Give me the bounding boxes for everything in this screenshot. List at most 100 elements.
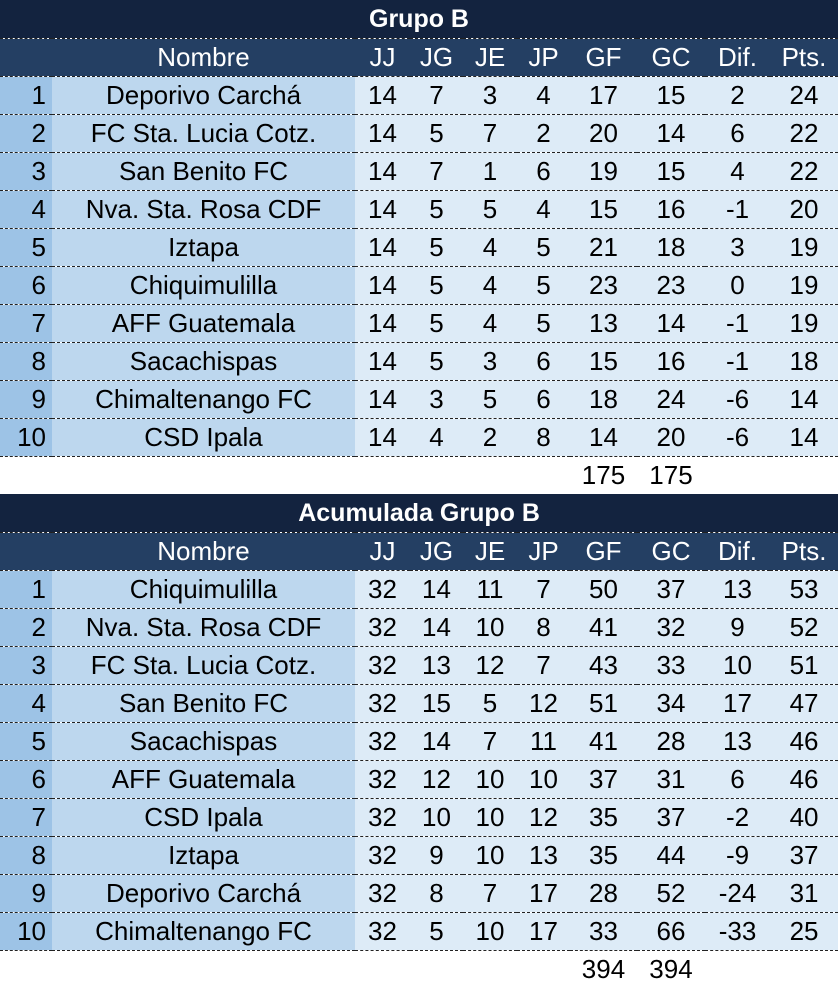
- stat-cell: 4: [463, 267, 517, 305]
- stat-cell: 14: [355, 419, 410, 457]
- stat-cell: 32: [355, 761, 410, 799]
- team-name-cell: AFF Guatemala: [52, 761, 355, 799]
- rank-cell: 5: [0, 723, 52, 761]
- stat-cell: 35: [570, 837, 637, 875]
- column-header: JE: [463, 533, 517, 571]
- stat-cell: 3: [463, 343, 517, 381]
- stat-cell: -6: [705, 381, 770, 419]
- stat-cell: 5: [410, 191, 463, 229]
- stat-cell: 5: [463, 191, 517, 229]
- stat-cell: 32: [637, 609, 705, 647]
- stat-cell: 12: [517, 799, 570, 837]
- stat-cell: 33: [570, 913, 637, 951]
- rank-cell: 8: [0, 343, 52, 381]
- team-name-cell: San Benito FC: [52, 153, 355, 191]
- team-name-cell: Chiquimulilla: [52, 267, 355, 305]
- stat-cell: 17: [517, 913, 570, 951]
- stat-cell: 6: [705, 761, 770, 799]
- stat-cell: 24: [770, 77, 838, 115]
- stat-cell: 8: [410, 875, 463, 913]
- stat-cell: 14: [355, 191, 410, 229]
- stat-cell: 3: [705, 229, 770, 267]
- stat-cell: 9: [410, 837, 463, 875]
- column-header: Nombre: [52, 533, 355, 571]
- stat-cell: 2: [463, 419, 517, 457]
- stat-cell: 13: [705, 723, 770, 761]
- rank-cell: 3: [0, 153, 52, 191]
- stat-cell: 15: [410, 685, 463, 723]
- column-header: JJ: [355, 39, 410, 77]
- team-name-cell: Nva. Sta. Rosa CDF: [52, 609, 355, 647]
- stat-cell: 10: [463, 609, 517, 647]
- rank-cell: 2: [0, 609, 52, 647]
- stat-cell: 11: [517, 723, 570, 761]
- stat-cell: 50: [570, 571, 637, 609]
- stat-cell: 13: [410, 647, 463, 685]
- stat-cell: 3: [463, 77, 517, 115]
- stat-cell: 6: [517, 343, 570, 381]
- stat-cell: -33: [705, 913, 770, 951]
- stat-cell: 22: [770, 115, 838, 153]
- stat-cell: 2: [517, 115, 570, 153]
- stat-cell: 5: [517, 267, 570, 305]
- stat-cell: 2: [705, 77, 770, 115]
- stat-cell: 14: [770, 381, 838, 419]
- stat-cell: 22: [770, 153, 838, 191]
- stat-cell: 10: [410, 799, 463, 837]
- stat-cell: 32: [355, 875, 410, 913]
- stat-cell: 18: [637, 229, 705, 267]
- table-title-row: Acumulada Grupo B: [0, 494, 838, 533]
- team-name-cell: Chiquimulilla: [52, 571, 355, 609]
- stat-cell: 51: [570, 685, 637, 723]
- stat-cell: 37: [770, 837, 838, 875]
- stat-cell: 14: [410, 609, 463, 647]
- stat-cell: 18: [570, 381, 637, 419]
- rank-cell: 6: [0, 267, 52, 305]
- team-name-cell: FC Sta. Lucia Cotz.: [52, 647, 355, 685]
- stat-cell: 32: [355, 647, 410, 685]
- stat-cell: 37: [637, 799, 705, 837]
- column-header: Dif.: [705, 533, 770, 571]
- stat-cell: 20: [637, 419, 705, 457]
- column-header: JG: [410, 533, 463, 571]
- rank-cell: 9: [0, 875, 52, 913]
- stat-cell: 14: [770, 419, 838, 457]
- table-title: Acumulada Grupo B: [0, 494, 838, 533]
- total-gc: 394: [637, 951, 705, 988]
- stat-cell: 14: [355, 115, 410, 153]
- rank-cell: 7: [0, 799, 52, 837]
- stat-cell: -9: [705, 837, 770, 875]
- stat-cell: 52: [637, 875, 705, 913]
- stat-cell: 6: [517, 153, 570, 191]
- team-name-cell: Sacachispas: [52, 723, 355, 761]
- stat-cell: 9: [705, 609, 770, 647]
- stat-cell: 1: [463, 153, 517, 191]
- stat-cell: 5: [463, 685, 517, 723]
- stat-cell: 43: [570, 647, 637, 685]
- stat-cell: 0: [705, 267, 770, 305]
- column-header: Nombre: [52, 39, 355, 77]
- stat-cell: 10: [463, 761, 517, 799]
- team-name-cell: San Benito FC: [52, 685, 355, 723]
- stat-cell: 4: [463, 229, 517, 267]
- stat-cell: -6: [705, 419, 770, 457]
- stat-cell: 32: [355, 609, 410, 647]
- stat-cell: 7: [517, 571, 570, 609]
- rank-cell: 1: [0, 571, 52, 609]
- stat-cell: 7: [463, 115, 517, 153]
- stat-cell: 14: [637, 305, 705, 343]
- stat-cell: 34: [637, 685, 705, 723]
- stat-cell: 52: [770, 609, 838, 647]
- rank-cell: 2: [0, 115, 52, 153]
